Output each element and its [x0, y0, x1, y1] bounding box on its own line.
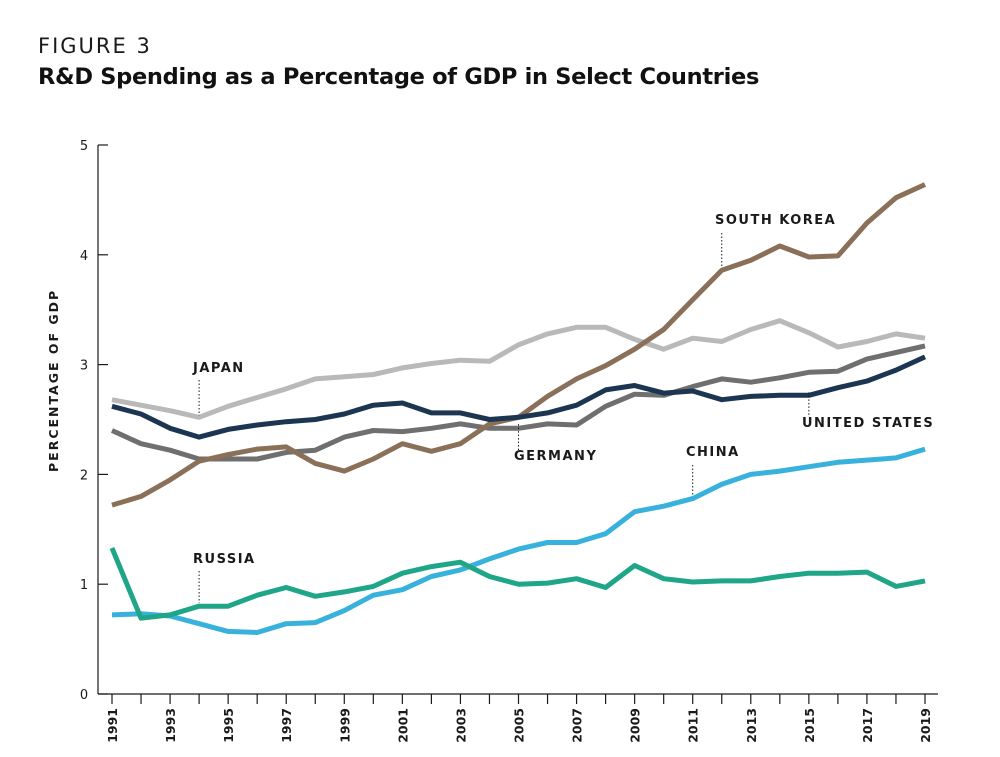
x-tick-label: 1991	[105, 708, 120, 743]
series-line-russia	[109, 547, 926, 621]
x-tick-label: 2009	[628, 708, 643, 743]
x-tick-label: 1997	[279, 708, 294, 743]
series-label-germany: GERMANY	[514, 449, 597, 464]
series-label-japan: JAPAN	[192, 361, 245, 376]
y-tick-label: 5	[80, 139, 88, 154]
chart-axes: 0 1 2 3 4 5 1991 1993 1995 1997 1999 2001 2003 2005 20…	[80, 139, 938, 743]
x-tick-label: 2007	[570, 708, 585, 743]
x-tick-label: 2003	[453, 708, 468, 743]
series-label-russia: RUSSIA	[193, 552, 256, 567]
x-tick-label: 2005	[512, 708, 527, 743]
chart-annotations: JAPAN GERMANY SOUTH KOREA UNITED STATES CHIN…	[192, 213, 934, 604]
series-line-united-states	[111, 354, 927, 440]
x-tick-label: 2013	[744, 708, 759, 743]
y-axis-label: PERCENTAGE OF GDP	[46, 289, 61, 472]
x-tick-label: 2001	[395, 708, 410, 743]
series-line-china	[111, 446, 926, 635]
chart-title: R&D Spending as a Percentage of GDP in S…	[38, 64, 760, 90]
x-tick-label: 2015	[802, 708, 817, 743]
series-label-china: CHINA	[686, 445, 740, 460]
x-tick-label: 1993	[163, 708, 178, 743]
x-tick-label: 1995	[221, 708, 236, 743]
series-label-south-korea: SOUTH KOREA	[715, 213, 836, 228]
x-tick-label: 1999	[337, 708, 352, 743]
x-tick-label: 2011	[686, 708, 701, 743]
y-tick-label: 2	[80, 468, 88, 483]
y-tick-label: 1	[80, 578, 88, 593]
series-line-japan	[111, 318, 926, 420]
x-tick-label: 2019	[918, 708, 933, 743]
y-tick-label: 4	[80, 249, 88, 264]
y-tick-label: 3	[80, 359, 88, 374]
figure-label: FIGURE 3	[38, 34, 152, 58]
series-label-united-states: UNITED STATES	[802, 416, 934, 431]
y-tick-label: 0	[80, 688, 88, 703]
x-tick-label: 2017	[860, 708, 875, 743]
